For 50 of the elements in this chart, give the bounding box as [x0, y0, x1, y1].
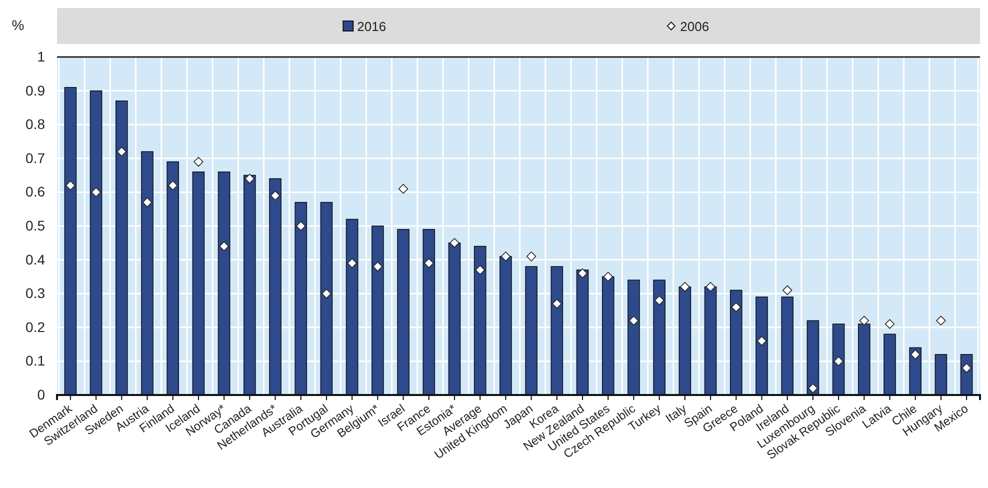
point: [219, 241, 229, 252]
point: [347, 258, 357, 268]
point: [244, 174, 255, 184]
legend-label: 2006: [680, 19, 710, 34]
point: [526, 252, 536, 262]
point: [398, 184, 408, 194]
point: [372, 262, 383, 272]
point: [782, 285, 792, 296]
point: [628, 316, 639, 326]
point: [296, 221, 306, 231]
point: [884, 319, 895, 329]
point: [910, 350, 920, 360]
y-tick-label: 1: [37, 48, 46, 64]
point: [603, 272, 613, 282]
point: [731, 302, 741, 312]
legend-label: 2016: [357, 19, 386, 34]
point: [680, 282, 690, 292]
y-tick-label: 0.1: [26, 352, 46, 369]
point: [322, 288, 332, 298]
point: [142, 197, 152, 208]
point: [706, 282, 716, 292]
point: [116, 146, 127, 157]
point: [91, 187, 101, 198]
point: [834, 356, 844, 366]
point: [578, 268, 588, 278]
point: [654, 295, 664, 306]
point: [66, 180, 76, 190]
y-tick-label: 0.9: [26, 82, 46, 98]
point: [500, 252, 511, 262]
point: [808, 383, 818, 394]
y-tick-label: 0.7: [26, 150, 46, 166]
y-tick-label: 0.6: [26, 184, 46, 200]
point: [194, 156, 204, 167]
point: [962, 363, 972, 373]
point: [450, 238, 460, 248]
y-tick-label: 0.3: [26, 285, 46, 302]
y-axis-title: %: [12, 17, 24, 33]
point: [756, 336, 767, 346]
point: [552, 298, 562, 309]
point: [270, 190, 280, 200]
point: [168, 180, 178, 190]
y-tick-label: 0.4: [26, 251, 46, 268]
y-tick-label: 0.2: [26, 318, 46, 335]
point: [936, 316, 946, 326]
point: [424, 258, 434, 268]
point: [859, 316, 870, 326]
y-tick-label: 0: [37, 386, 46, 402]
y-tick-label: 0.8: [26, 116, 46, 132]
point: [475, 265, 485, 275]
y-tick-label: 0.5: [26, 217, 46, 234]
